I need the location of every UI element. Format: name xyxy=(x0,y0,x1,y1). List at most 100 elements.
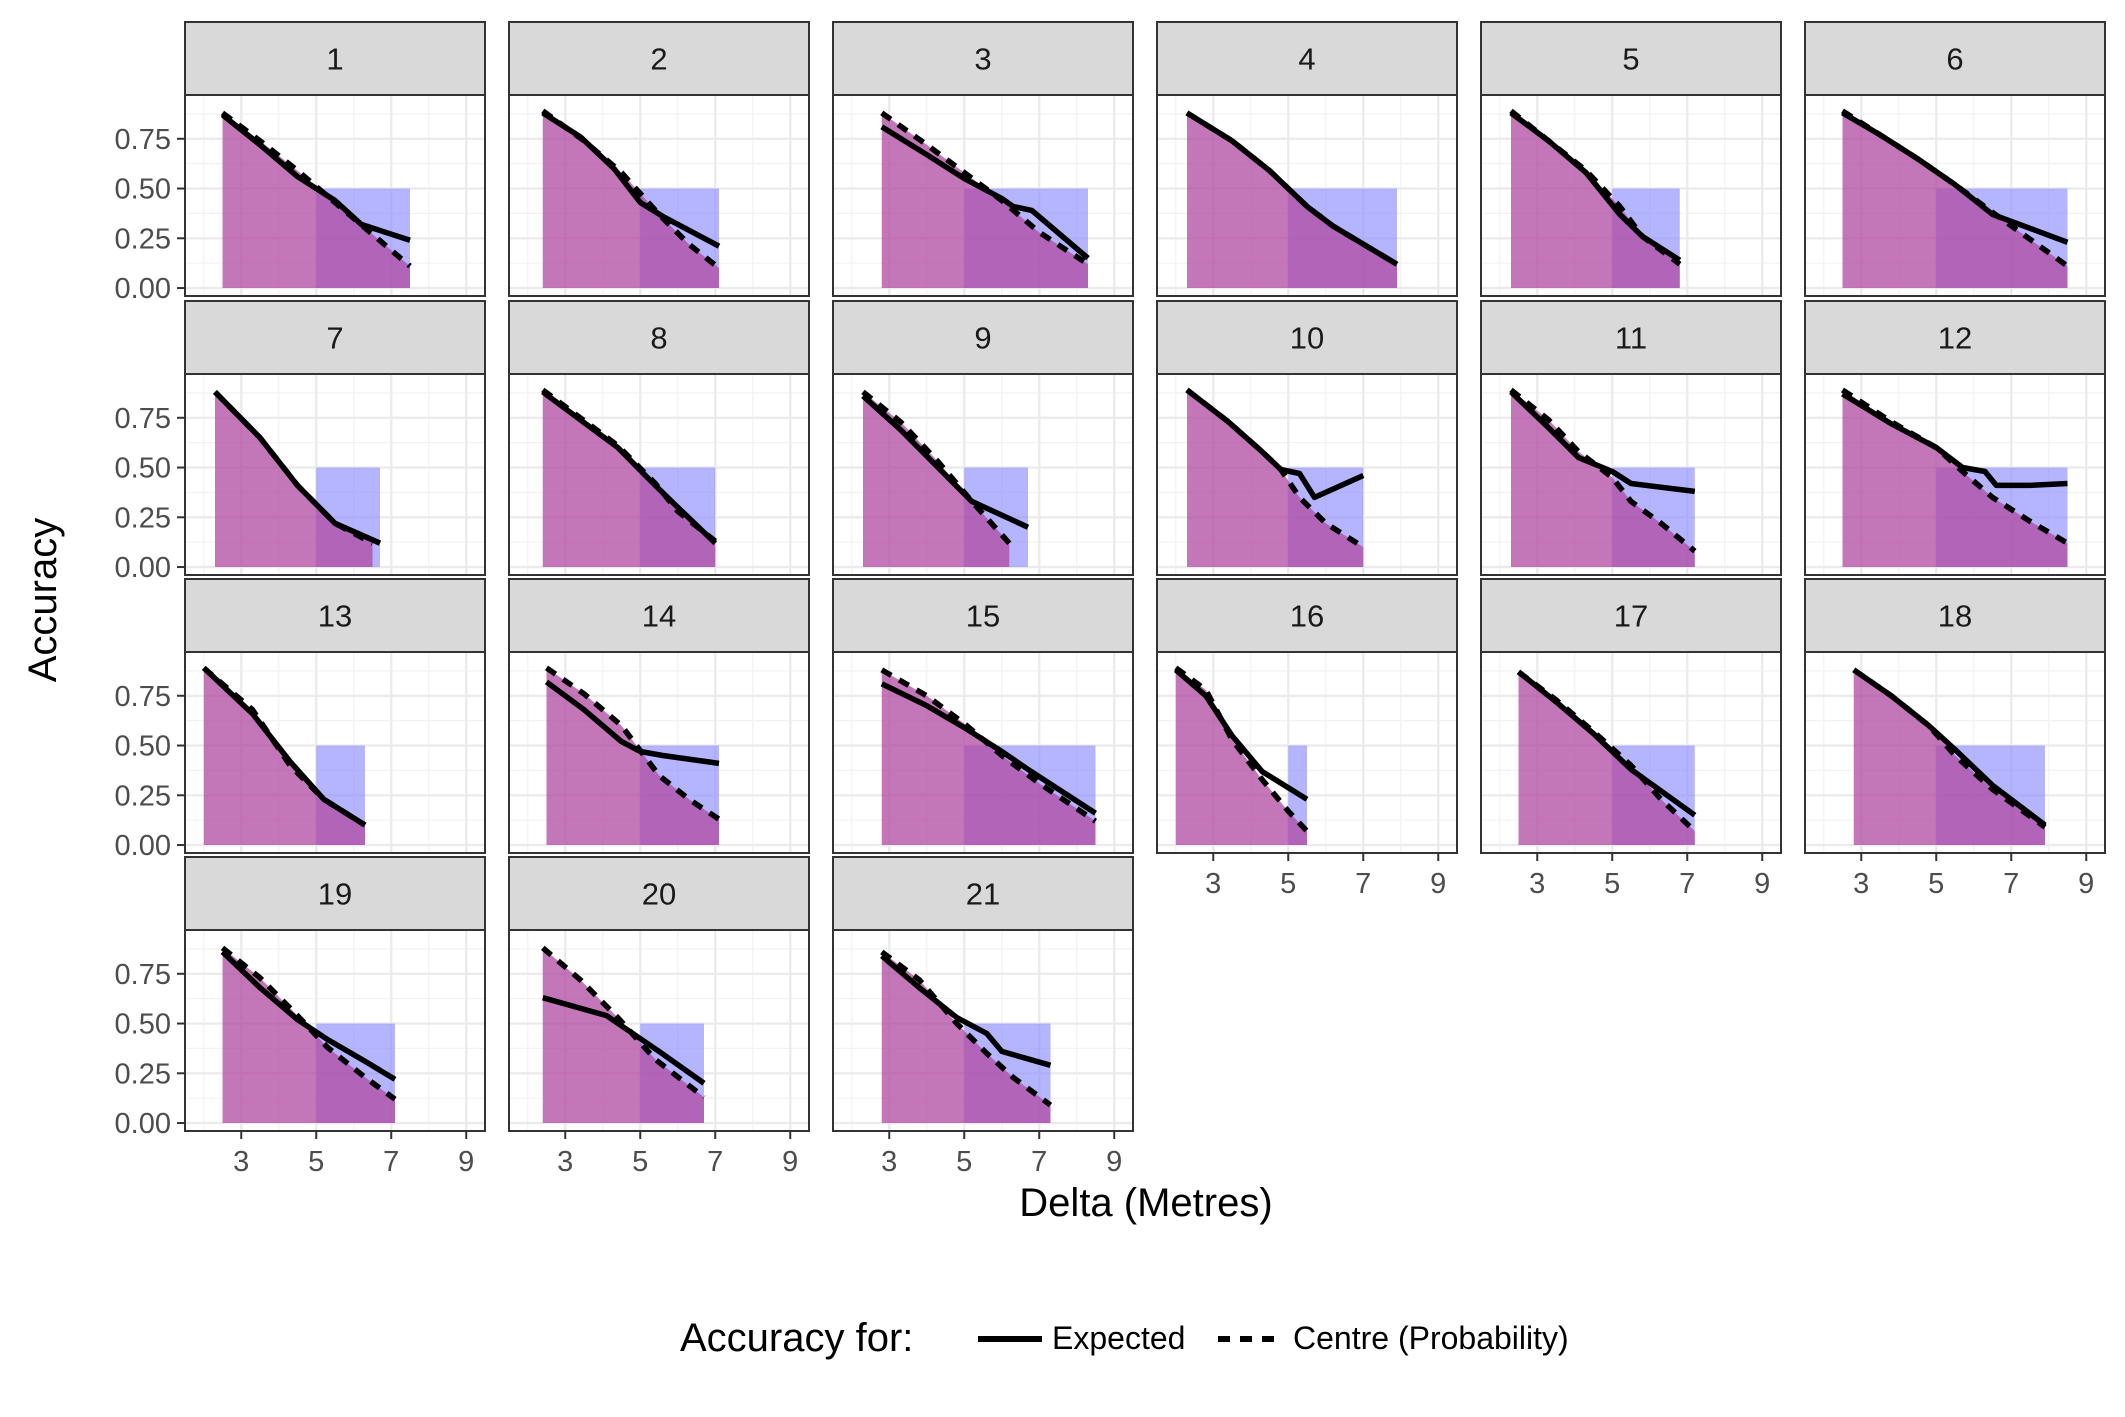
series-line-expected xyxy=(220,949,397,1082)
y-tick-label: 0.50 xyxy=(115,453,171,485)
area-purple xyxy=(222,112,410,289)
series-line-expected xyxy=(861,393,1030,530)
facet-panel-3: 3 xyxy=(832,21,1134,297)
x-tick-label: 5 xyxy=(1280,868,1296,900)
y-tick-label: 0.25 xyxy=(115,1058,171,1090)
x-tick-label: 9 xyxy=(1106,1146,1122,1178)
series-line-centre xyxy=(1840,387,2069,546)
facet-panel-2: 2 xyxy=(508,21,810,297)
panel-border xyxy=(1156,373,1458,576)
x-tick-label: 7 xyxy=(1679,868,1695,900)
panel-border xyxy=(184,373,486,576)
x-tick-label: 7 xyxy=(707,1146,723,1178)
facet-strip-label: 14 xyxy=(642,599,676,634)
series-line-expected xyxy=(220,112,411,243)
y-tick-label: 0.75 xyxy=(115,403,171,435)
series-line-expected xyxy=(1174,667,1309,802)
series-line-centre xyxy=(220,110,412,269)
panel-border xyxy=(1480,651,1782,854)
x-tick-label: 3 xyxy=(1529,868,1545,900)
legend-label-centre: Centre (Probability) xyxy=(1293,1320,1569,1356)
series-line-centre xyxy=(541,945,706,1100)
series-line-centre xyxy=(1174,665,1310,833)
facet-strip-label: 1 xyxy=(326,42,343,77)
facet-panel-21: 21 3 5 7 9 xyxy=(832,856,1134,1178)
series-line-expected xyxy=(1516,669,1697,818)
panel-border xyxy=(1480,373,1782,576)
x-tick-label: 9 xyxy=(2078,868,2094,900)
series-line-expected xyxy=(1841,391,2068,489)
y-tick-label: 0.00 xyxy=(115,830,171,862)
y-tick-label: 0.50 xyxy=(115,731,171,763)
panel-border xyxy=(1804,651,2106,854)
facet-panel-5: 5 xyxy=(1480,21,1782,297)
facet-strip-label: 3 xyxy=(974,42,991,77)
panel-border xyxy=(832,94,1134,297)
facet-strip xyxy=(1480,300,1782,375)
x-axis-title: Delta (Metres) xyxy=(1019,1181,1272,1225)
facet-strip xyxy=(1480,578,1782,653)
facet-strip-label: 8 xyxy=(650,321,667,356)
series-line-expected xyxy=(1841,110,2069,245)
facet-panel-17: 17 3 5 7 9 xyxy=(1480,578,1782,900)
facet-strip xyxy=(184,856,486,931)
series-line-expected xyxy=(1185,110,1399,267)
series-line-centre xyxy=(880,949,1053,1108)
panel-border xyxy=(184,651,486,854)
series-line-expected xyxy=(1509,389,1696,495)
facet-strip xyxy=(832,21,1134,96)
facet-strip-label: 9 xyxy=(974,321,991,356)
panel-border xyxy=(1804,94,2106,297)
facet-panel-9: 9 xyxy=(832,300,1134,576)
facet-strip-label: 12 xyxy=(1938,321,1972,356)
series-line-centre xyxy=(861,389,1012,546)
facet-panel-7: 7 0.00 0.25 0.50 0.75 xyxy=(115,300,486,584)
x-tick-label: 3 xyxy=(233,1146,249,1178)
x-tick-label: 3 xyxy=(1853,868,1869,900)
facet-strip-label: 21 xyxy=(966,877,1000,912)
x-tick-label: 5 xyxy=(308,1146,324,1178)
area-purple xyxy=(863,391,1010,568)
facet-strip-label: 5 xyxy=(1622,42,1639,77)
series-line-expected xyxy=(201,665,367,828)
facet-strip xyxy=(184,21,486,96)
x-tick-label: 7 xyxy=(383,1146,399,1178)
area-purple xyxy=(1187,389,1364,568)
panel-border xyxy=(832,929,1134,1132)
area-purple xyxy=(1187,112,1397,289)
legend: Accuracy for: Expected Centre (Probabili… xyxy=(680,1316,1569,1360)
series-line-expected xyxy=(542,995,706,1086)
series-line-centre xyxy=(1509,387,1697,554)
x-tick-label: 9 xyxy=(782,1146,798,1178)
facet-panel-18: 18 3 5 7 9 xyxy=(1804,578,2106,900)
facet-panel-8: 8 xyxy=(508,300,810,576)
y-axis-title: Accuracy xyxy=(21,518,65,683)
series-line-expected xyxy=(213,389,382,546)
facet-panel-4: 4 xyxy=(1156,21,1458,297)
facet-strip xyxy=(508,300,810,375)
facet-strip xyxy=(832,300,1134,375)
facet-strip xyxy=(832,856,1134,931)
facet-panel-6: 6 xyxy=(1804,21,2106,297)
area-purple xyxy=(1518,671,1695,846)
facet-strip xyxy=(1804,21,2106,96)
facet-strip xyxy=(508,856,810,931)
area-purple xyxy=(1853,669,2045,846)
y-tick-label: 0.50 xyxy=(115,174,171,206)
facet-panel-13: 13 0.00 0.25 0.50 0.75 xyxy=(115,578,486,862)
facet-strip xyxy=(1156,300,1458,375)
facet-panel-14: 14 xyxy=(508,578,810,854)
facet-strip-label: 15 xyxy=(966,599,1000,634)
x-tick-label: 3 xyxy=(881,1146,897,1178)
area-purple xyxy=(542,947,704,1124)
panel-border xyxy=(508,94,810,297)
area-purple xyxy=(1511,110,1680,289)
facet-panel-1: 1 0.00 0.25 0.50 0.75 xyxy=(115,21,486,305)
facet-strip-label: 10 xyxy=(1290,321,1324,356)
series-line-expected xyxy=(544,679,720,767)
series-line-expected xyxy=(541,110,721,249)
panel-border xyxy=(508,651,810,854)
x-tick-label: 3 xyxy=(557,1146,573,1178)
facet-strip xyxy=(184,578,486,653)
facet-strip-label: 13 xyxy=(318,599,352,634)
